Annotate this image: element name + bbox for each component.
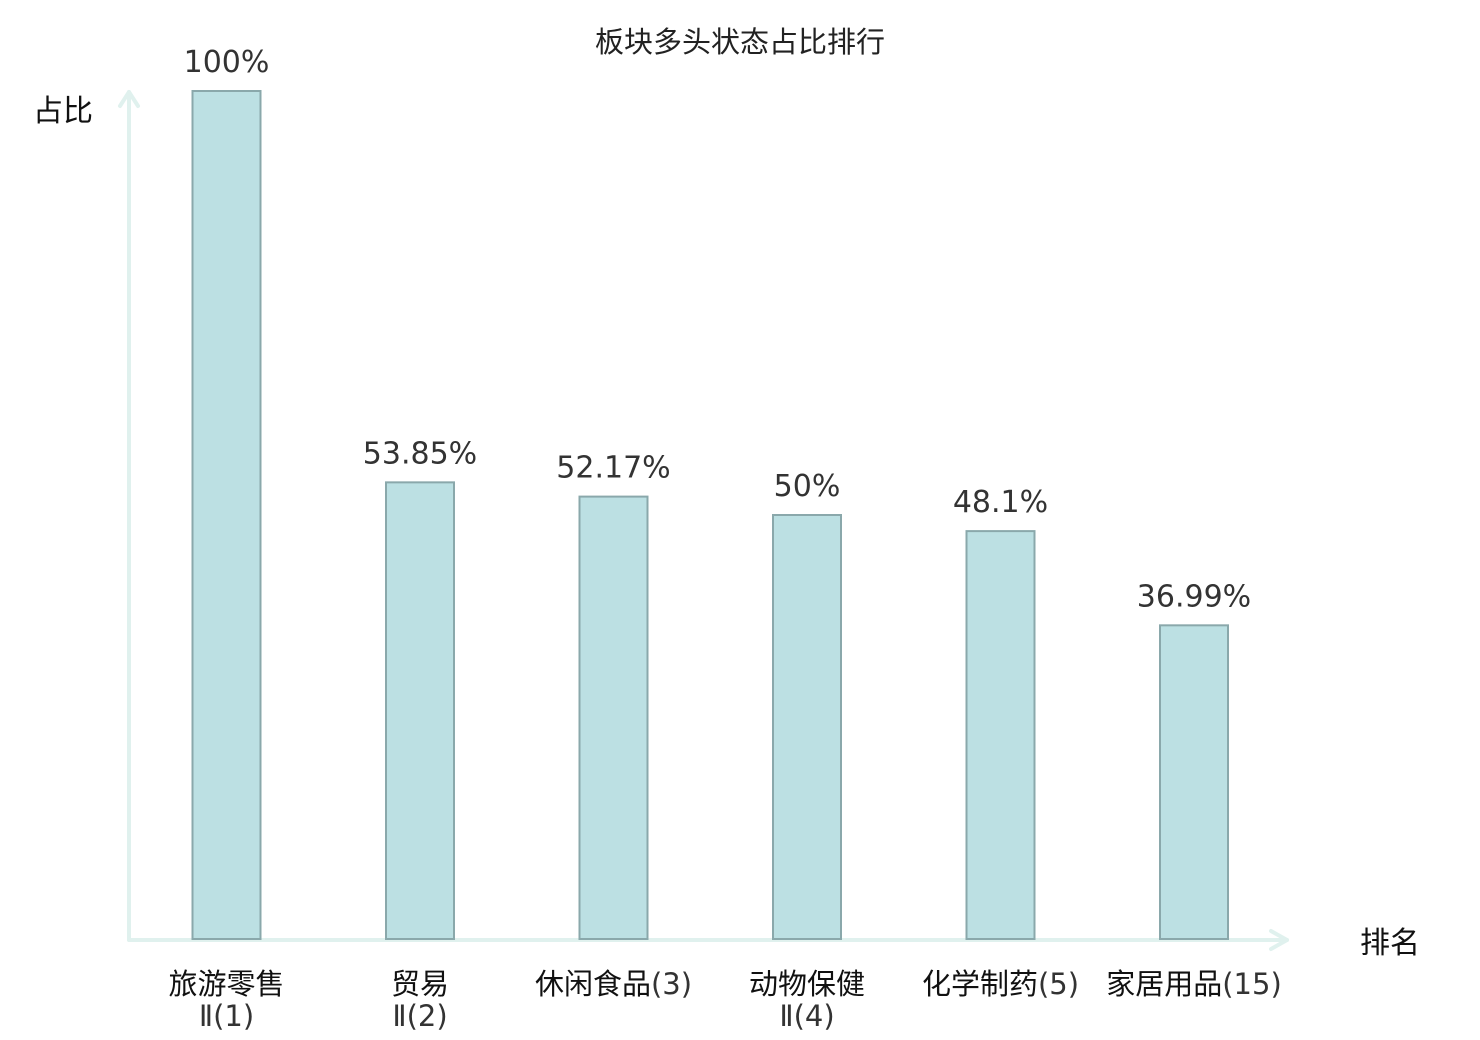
axes	[118, 90, 1289, 951]
value-label-5: 48.1%	[953, 485, 1048, 520]
category-label-2: 贸易 Ⅱ(2)	[391, 967, 449, 1033]
value-labels-group: 100% 53.85% 52.17% 50% 48.1% 36.99%	[184, 45, 1252, 614]
bar-4	[772, 514, 842, 940]
bar-6	[1159, 624, 1229, 941]
value-label-3: 52.17%	[556, 451, 670, 486]
category-rank-5: (5)	[1038, 967, 1079, 1001]
category-name-5: 化学制药	[922, 967, 1038, 1001]
category-label-6: 家居用品(15)	[1106, 967, 1282, 1001]
bar-3	[578, 495, 649, 940]
category-rank-1: Ⅱ(1)	[199, 999, 254, 1033]
category-name-1: 旅游零售	[168, 967, 284, 1001]
value-label-6: 36.99%	[1137, 579, 1251, 614]
category-label-5: 化学制药(5)	[922, 967, 1079, 1001]
y-axis-arrow	[118, 90, 140, 108]
bars-group	[191, 90, 1229, 941]
category-rank-4: Ⅱ(4)	[779, 999, 834, 1033]
category-labels-group: 旅游零售 Ⅱ(1) 贸易 Ⅱ(2) 休闲食品(3) 动物保健 Ⅱ(4) 化学制药(5) 家居用品…	[168, 967, 1281, 1033]
value-label-2: 53.85%	[363, 436, 477, 471]
category-name-6: 家居用品	[1106, 967, 1222, 1001]
category-name-2: 贸易	[391, 967, 449, 1001]
x-axis-arrow	[1269, 929, 1289, 951]
x-axis-label: 排名	[1360, 926, 1420, 961]
category-rank-6: (15)	[1222, 967, 1282, 1001]
category-label-1: 旅游零售 Ⅱ(1)	[168, 967, 284, 1033]
category-label-4: 动物保健 Ⅱ(4)	[749, 967, 865, 1033]
bar-2	[385, 481, 455, 940]
category-label-3: 休闲食品(3)	[535, 967, 692, 1001]
bar-1	[191, 90, 262, 940]
category-name-4: 动物保健	[749, 967, 865, 1001]
bar-5	[965, 530, 1036, 940]
category-name-3: 休闲食品	[535, 967, 651, 1001]
category-rank-3: (3)	[651, 967, 692, 1001]
category-rank-2: Ⅱ(2)	[392, 999, 447, 1033]
value-label-4: 50%	[774, 469, 841, 504]
chart-title: 板块多头状态占比排行	[595, 25, 885, 59]
y-axis-label: 占比	[33, 94, 93, 129]
value-label-1: 100%	[184, 45, 270, 80]
